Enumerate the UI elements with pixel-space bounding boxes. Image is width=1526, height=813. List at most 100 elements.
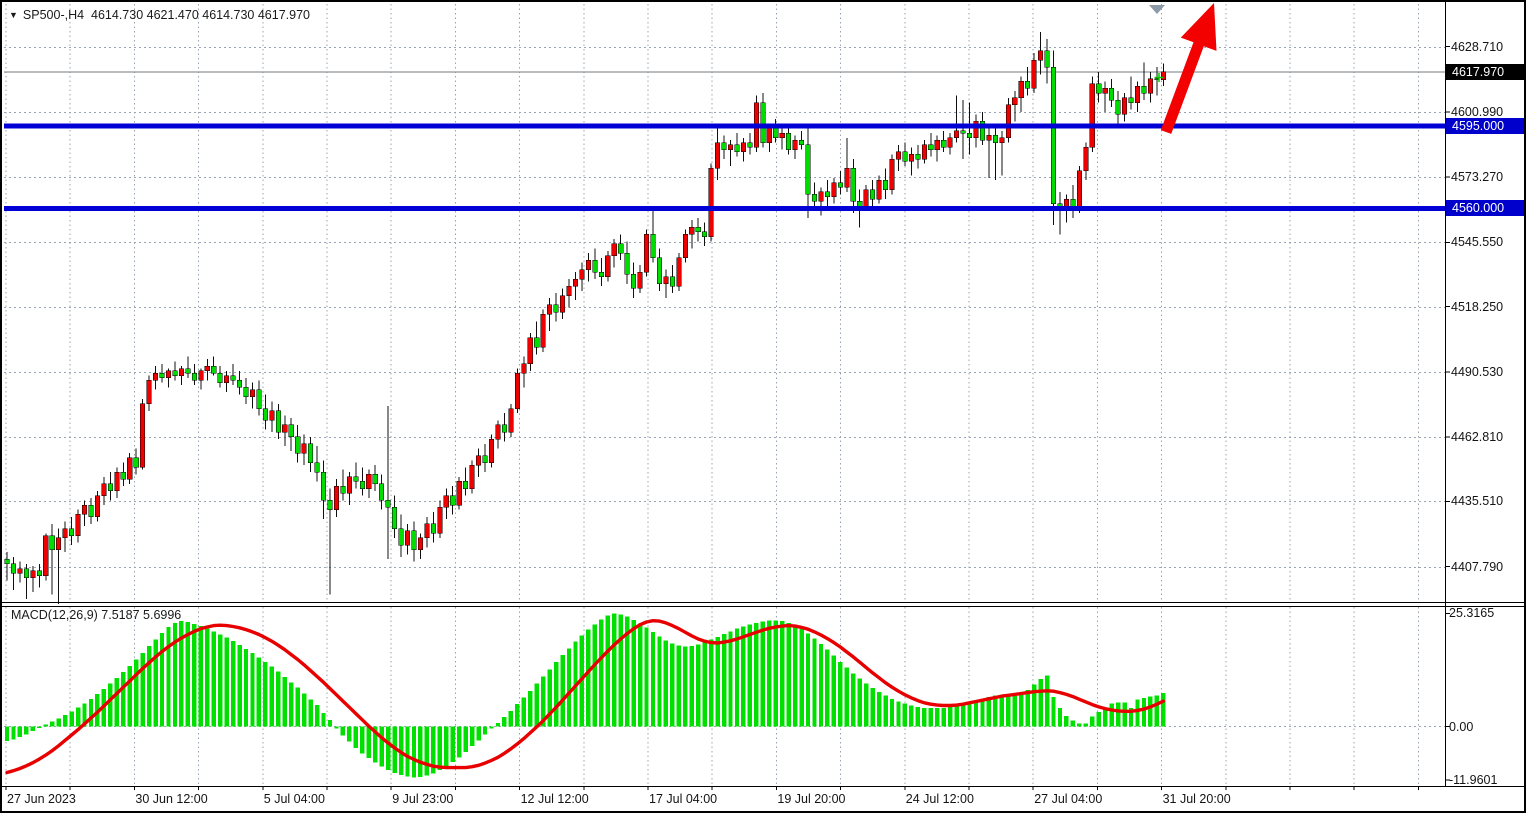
macd-histogram-bar (230, 641, 236, 727)
macd-histogram-bar (650, 631, 656, 727)
candle-body (101, 483, 107, 496)
symbol-dropdown-icon[interactable]: ▼ (9, 10, 18, 20)
macd-histogram-bar (1135, 699, 1140, 727)
candle-body (566, 285, 572, 296)
candle-body (831, 182, 837, 197)
candle-body (275, 410, 281, 433)
macd-histogram-bar (11, 726, 16, 740)
candle-body (883, 179, 889, 190)
candle-body (437, 507, 443, 534)
candle-body (482, 455, 488, 463)
candle-body (689, 227, 695, 235)
candle-body (708, 168, 714, 237)
candle-body (811, 194, 818, 202)
candle-body (760, 102, 766, 143)
price-axis-label: 4573.270 (1451, 170, 1504, 185)
candle-body (140, 403, 146, 468)
macd-histogram-bar (437, 726, 443, 771)
candle-body (301, 443, 307, 454)
macd-histogram-bar (1038, 679, 1043, 727)
candle-body (1044, 50, 1050, 68)
macd-histogram-bar (431, 726, 436, 774)
macd-histogram-bar (334, 726, 339, 729)
macd-histogram-bar (1031, 684, 1037, 727)
macd-histogram-bar (754, 622, 759, 727)
candle-body (1076, 170, 1082, 209)
candle-body (1018, 81, 1024, 99)
candle-body (327, 500, 333, 510)
candle-body (960, 130, 966, 134)
macd-histogram-bar (857, 678, 862, 727)
macd-histogram-bar (728, 631, 733, 727)
macd-histogram-bar (243, 648, 249, 727)
candle-body (553, 304, 559, 313)
candle-body (973, 121, 979, 139)
up-arrow-annotation[interactable] (1160, 3, 1217, 134)
macd-label: MACD(12,26,9) 7.5187 5.6996 (11, 608, 182, 622)
candle-body (217, 372, 223, 383)
candle-body (411, 530, 417, 551)
candle-body (320, 471, 327, 501)
candle-body (779, 132, 785, 139)
macd-histogram-bar (4, 726, 10, 742)
macd-histogram-bar (289, 682, 294, 727)
macd-histogram-bar (379, 726, 384, 767)
candle-body (1096, 83, 1102, 94)
candle-body (1083, 147, 1089, 172)
candle-body (527, 337, 533, 365)
macd-histogram-bar (566, 648, 572, 727)
scroll-to-end-marker-icon[interactable] (1149, 5, 1165, 14)
candle-body (146, 380, 152, 405)
candle-body (398, 528, 404, 546)
candle-body (1038, 50, 1044, 61)
candle-body (463, 481, 469, 489)
chart-objects[interactable] (4, 3, 1445, 211)
macd-histogram-bar (444, 726, 449, 767)
macd-histogram-bar (960, 704, 966, 727)
candle-body (1031, 59, 1037, 89)
candle-body (656, 257, 663, 285)
candle-body (4, 558, 10, 565)
macd-histogram-bar (967, 702, 972, 727)
macd-histogram-bar (502, 717, 507, 727)
candle-body (1012, 97, 1018, 106)
macd-histogram-bar (592, 624, 598, 727)
macd-histogram-bar (43, 724, 48, 727)
hline-label-4560[interactable]: 4560.000 (1446, 200, 1524, 217)
candle-body (36, 570, 42, 576)
macd-histogram-bar (605, 615, 610, 727)
macd-histogram-bar (282, 676, 287, 727)
candle-body (727, 144, 734, 150)
macd-histogram-bar (37, 726, 42, 728)
macd-histogram-bar (1019, 693, 1024, 727)
macd-histogram-bar (159, 632, 165, 727)
time-axis-label: 27 Jun 2023 (7, 792, 76, 806)
macd-histogram-bar (153, 639, 158, 727)
candle-body (359, 481, 365, 489)
macd-histogram-bar (599, 619, 604, 727)
macd-histogram-bar (366, 726, 371, 759)
macd-histogram-bar (734, 628, 740, 727)
macd-histogram-bar (62, 714, 68, 727)
macd-histogram-bar (463, 726, 468, 752)
macd-histogram-bar (838, 661, 843, 727)
macd-histogram-bar (644, 627, 649, 727)
candle-body (799, 139, 805, 146)
macd-histogram-bar (689, 646, 694, 727)
macd-histogram-bar (1128, 707, 1134, 727)
candle-body (204, 365, 210, 372)
macd-histogram-bar (902, 703, 908, 727)
price-axis-label: 4435.510 (1451, 494, 1504, 509)
macd-histogram-bar (1012, 693, 1017, 727)
candlestick-series (4, 31, 1166, 604)
candle-body (592, 259, 598, 273)
macd-histogram-bar (986, 697, 992, 727)
macd-histogram-bar (224, 637, 229, 727)
macd-histogram-bar (457, 726, 462, 758)
hline-label-4595[interactable]: 4595.000 (1446, 118, 1524, 135)
macd-histogram-bar (612, 613, 617, 727)
candle-body (605, 255, 611, 277)
macd-histogram-bar (360, 726, 365, 754)
